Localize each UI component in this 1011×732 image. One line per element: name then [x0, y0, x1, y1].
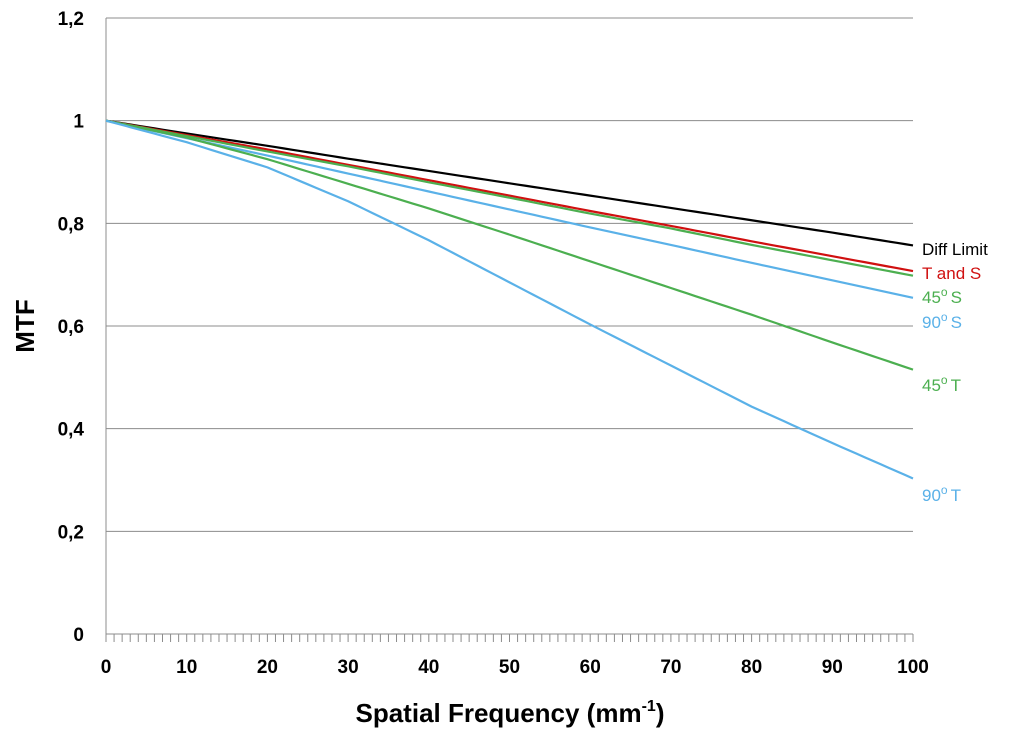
series-label-name: 45: [922, 376, 941, 395]
y-axis-title: MTF: [10, 299, 40, 352]
axes: [105, 18, 914, 642]
series-label-name: 45: [922, 288, 941, 307]
x-tick-label: 30: [338, 657, 359, 678]
series-label-end: S: [951, 288, 962, 307]
series-label-end: T: [951, 486, 961, 505]
series-label-end: S: [951, 313, 962, 332]
x-tick-label: 70: [660, 657, 681, 678]
series-line-diff-limit: [105, 119, 914, 247]
series-label-name: 90: [922, 486, 941, 505]
series-label-name: Diff Limit: [922, 240, 988, 259]
x-tick-label: 60: [580, 657, 601, 678]
series-label-end: T: [951, 376, 961, 395]
series-label-sup: o: [941, 373, 948, 387]
series-line-90-s: [105, 119, 914, 299]
x-tick-label: 0: [101, 657, 112, 678]
series-label-sup: o: [941, 285, 948, 299]
y-tick-label: 0,4: [58, 420, 85, 441]
series-label-sup: o: [941, 483, 948, 497]
series-label-sup: o: [941, 310, 948, 324]
x-tick-label: 90: [822, 657, 843, 678]
x-tick-label: 100: [897, 657, 929, 678]
tick-labels: 0 0,2 0,4 0,6 0,8 1 1,2 0 10 20 30 40 50 60 70 80 90 100: [58, 9, 929, 678]
series-label-90-t: 90o T: [922, 483, 961, 505]
x-axis-title-end: ): [656, 698, 665, 728]
x-tick-label: 20: [257, 657, 278, 678]
series-lines: [105, 119, 914, 480]
series-label-t-and-s: T and S: [922, 264, 981, 283]
series-label-diff-limit: Diff Limit: [922, 240, 988, 259]
x-tick-label: 40: [418, 657, 439, 678]
x-tick-label: 10: [176, 657, 197, 678]
x-axis-title-main: Spatial Frequency (mm: [356, 698, 642, 728]
series-label-45-t: 45o T: [922, 373, 961, 395]
x-axis-title-sup: -1: [642, 698, 656, 715]
x-tick-label: 80: [741, 657, 762, 678]
series-line-45-t: [105, 119, 914, 371]
x-tick-label: 50: [499, 657, 520, 678]
y-tick-label: 1,2: [58, 9, 84, 30]
y-tick-label: 1: [73, 112, 84, 133]
y-tick-label: 0,8: [58, 214, 84, 235]
series-label-90-s: 90o S: [922, 310, 962, 332]
series-line-t-and-s: [105, 119, 914, 273]
series-label-name: T and S: [922, 264, 981, 283]
series-label-name: 90: [922, 313, 941, 332]
series-line-45-s: [105, 119, 914, 277]
y-tick-label: 0: [73, 625, 84, 646]
gridlines: [106, 17, 913, 532]
series-line-90-t: [105, 119, 914, 480]
series-label-45-s: 45o S: [922, 285, 962, 307]
x-axis-title: Spatial Frequency (mm-1): [356, 698, 665, 728]
y-tick-label: 0,6: [58, 317, 84, 338]
y-tick-label: 0,2: [58, 522, 84, 543]
